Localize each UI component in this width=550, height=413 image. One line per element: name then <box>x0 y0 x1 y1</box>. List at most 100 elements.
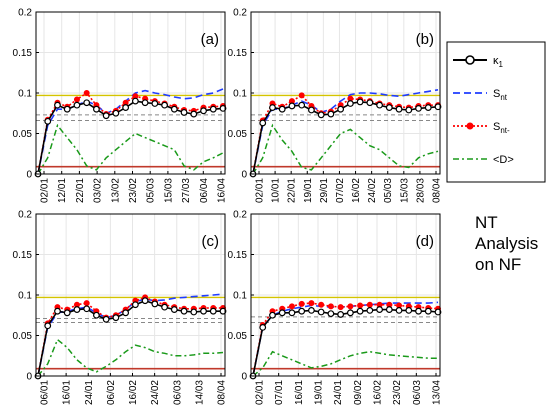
series-point-kappa <box>151 100 159 107</box>
series-point-kappa <box>385 104 393 111</box>
series-point-kappa <box>308 306 315 314</box>
series-point-kappa <box>54 101 61 109</box>
x-tick-label: 22/01 <box>287 178 298 203</box>
series-point-kappa <box>93 311 100 319</box>
x-tick-label: 22/01 <box>75 178 86 203</box>
x-tick-label: 16/01 <box>62 380 73 405</box>
x-tick-label: 02/01 <box>255 380 266 405</box>
series-point-kappa <box>259 119 267 127</box>
x-tick-label: 16/04 <box>217 178 228 203</box>
series-point-sntm <box>327 303 334 310</box>
series-point-sntm <box>337 304 344 311</box>
series-point-kappa <box>112 109 120 117</box>
x-tick-label: 06/02 <box>106 380 117 405</box>
legend-label-d: <D> <box>493 154 514 166</box>
series-point-kappa <box>219 104 227 112</box>
x-tick-label: 13/02 <box>110 178 121 203</box>
x-tick-label: 24/02 <box>150 380 161 405</box>
series-point-kappa <box>209 307 217 315</box>
series-point-sntm <box>83 89 90 96</box>
series-point-kappa <box>190 110 198 118</box>
series-point-sntm <box>298 92 305 99</box>
series-point-kappa <box>219 307 227 315</box>
series-line-d <box>252 350 438 377</box>
series-point-kappa <box>415 307 422 315</box>
series-point-sntm <box>318 301 325 308</box>
series-point-kappa <box>170 105 178 113</box>
series-point-sntm <box>73 96 80 103</box>
x-tick-label: 24/02 <box>367 178 378 203</box>
x-tick-label: 06/03 <box>412 380 423 405</box>
x-tick-label: 15/03 <box>399 178 410 203</box>
series-point-kappa <box>122 104 130 111</box>
panel-1: 0 0.05 0.1 0.15 0.2 02/01 10/01 22/01 19/01 29/01… <box>228 8 443 204</box>
x-tick-label: 07/02 <box>335 178 346 203</box>
x-tick-label: 10/01 <box>271 178 282 203</box>
y-tick-label: 0.2 <box>18 8 32 19</box>
series-point-kappa <box>346 100 354 107</box>
series-point-kappa <box>337 105 345 113</box>
x-tick-label: 09/02 <box>353 380 364 405</box>
series-point-sntm <box>357 302 364 309</box>
series-point-kappa <box>63 309 71 317</box>
x-tick-label: 16/02 <box>351 178 362 203</box>
series-point-kappa <box>200 307 207 315</box>
x-tick-label: 27/03 <box>181 178 192 203</box>
figure-note-line: on NF <box>475 255 521 274</box>
series-point-kappa <box>376 306 383 313</box>
x-tick-label: 28/03 <box>415 178 426 203</box>
x-tick-label: 02/01 <box>255 178 266 203</box>
series-point-kappa <box>337 311 345 318</box>
panel-label: (d) <box>416 233 434 250</box>
series-point-kappa <box>269 311 276 319</box>
figure-note-line: NT <box>475 213 498 232</box>
x-tick-label: 08/04 <box>432 178 443 203</box>
series-point-kappa <box>73 101 81 109</box>
series-point-kappa <box>83 305 91 313</box>
series-point-kappa <box>327 310 335 318</box>
panels: 0 0.05 0.1 0.15 0.2 02/01 12/01 22/01 03/02 13/02… <box>13 8 443 406</box>
series-point-kappa <box>161 101 168 109</box>
x-tick-label: 16/01 <box>294 380 305 405</box>
series-point-kappa <box>151 300 159 308</box>
series-point-kappa <box>190 308 198 316</box>
y-tick-label: 0.2 <box>233 210 247 221</box>
x-tick-label: 24/01 <box>84 380 95 405</box>
series-point-kappa <box>288 102 296 110</box>
x-tick-label: 16/02 <box>373 380 384 405</box>
y-tick-label: 0.2 <box>18 210 32 221</box>
panel-2: 0 0.05 0.1 0.15 0.2 06/01 16/01 24/01 06/02 16/02… <box>13 210 228 406</box>
series-line-d <box>37 338 224 377</box>
figure-note: NT Analysis on NF <box>475 213 538 274</box>
x-tick-label: 05/03 <box>383 178 394 203</box>
series-point-kappa <box>180 109 188 116</box>
series-point-sntm <box>298 300 305 307</box>
series-point-kappa <box>415 104 422 112</box>
series-point-kappa <box>141 99 149 107</box>
series-point-kappa <box>308 106 315 114</box>
series-point-kappa <box>317 308 325 316</box>
y-tick-label: 0.05 <box>13 129 33 140</box>
series-point-kappa <box>317 111 325 119</box>
x-tick-label: 05/03 <box>146 178 157 203</box>
series-point-kappa <box>405 306 413 314</box>
series-point-kappa <box>366 306 374 314</box>
figure-note-line: Analysis <box>475 234 538 253</box>
series-point-kappa <box>395 306 403 314</box>
y-tick-label: 0.05 <box>228 331 248 342</box>
series-point-kappa <box>346 309 354 317</box>
series-point-kappa <box>395 105 403 113</box>
series-point-kappa <box>141 297 149 305</box>
series-point-kappa <box>209 105 217 113</box>
series-point-kappa <box>170 306 178 313</box>
y-tick-label: 0.15 <box>228 250 248 261</box>
series-point-kappa <box>44 322 52 330</box>
y-tick-label: 0.15 <box>228 48 248 59</box>
series-point-kappa <box>93 105 100 113</box>
x-tick-label: 15/03 <box>163 178 174 203</box>
series-point-kappa <box>54 307 61 315</box>
series-point-kappa <box>83 99 91 107</box>
series-point-kappa <box>102 112 110 120</box>
